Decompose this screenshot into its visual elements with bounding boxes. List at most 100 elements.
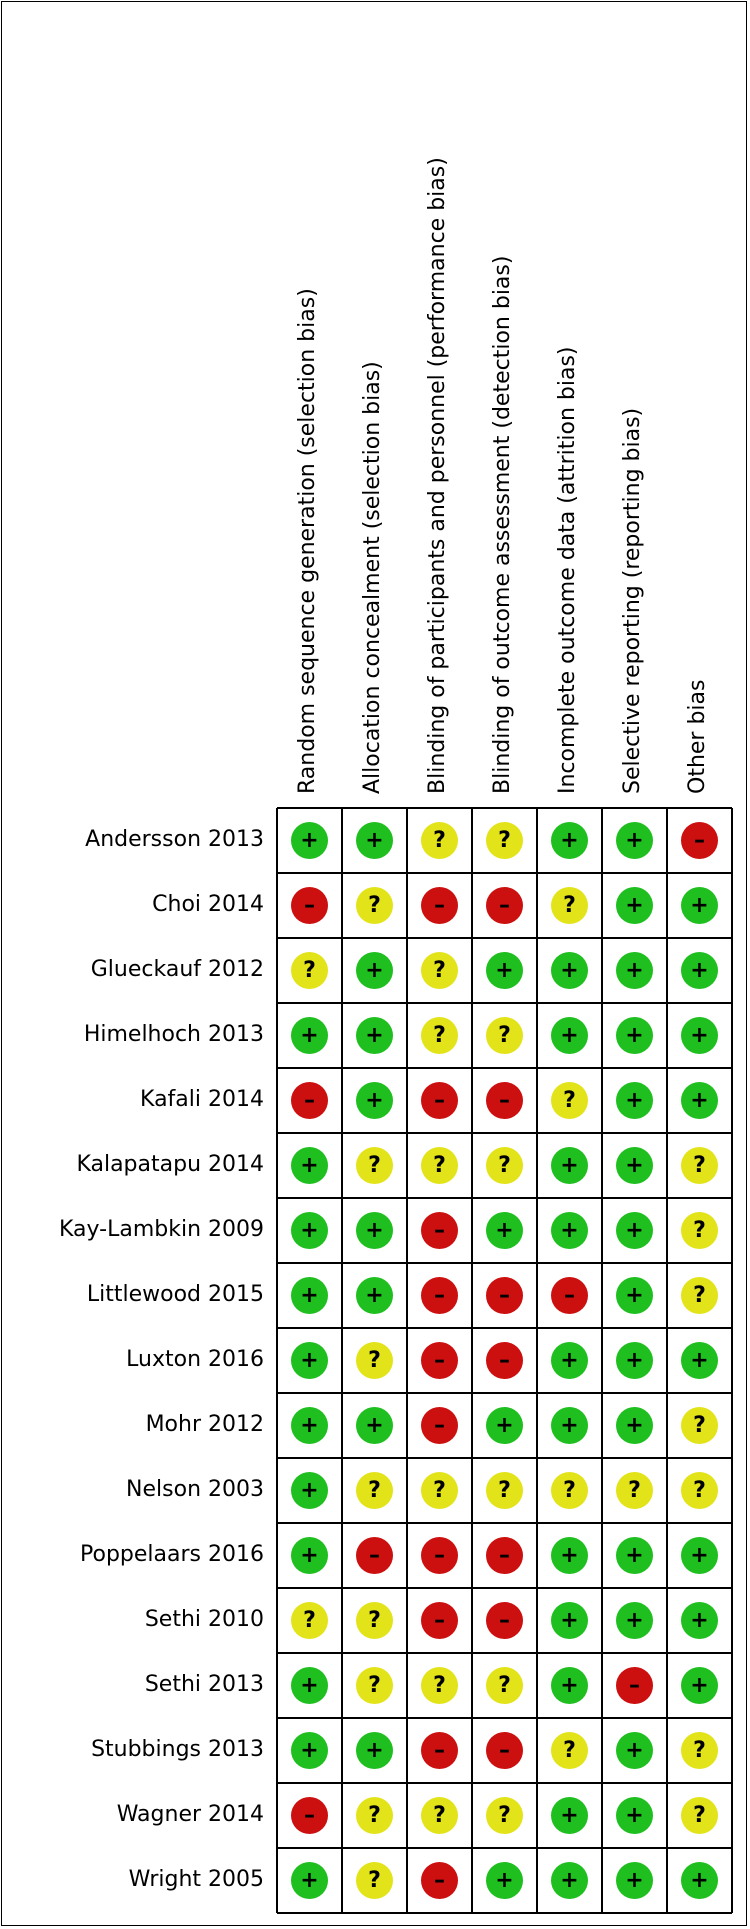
rating-cell: – — [407, 1198, 472, 1263]
high-risk-dot: – — [421, 887, 458, 924]
grid-line — [277, 1457, 732, 1459]
rating-cell: ? — [407, 1458, 472, 1523]
rating-cell: + — [602, 1133, 667, 1198]
low-risk-dot: + — [681, 952, 718, 989]
column-header: Blinding of outcome assessment (detectio… — [490, 255, 515, 794]
low-risk-dot: + — [616, 1342, 653, 1379]
row-header: Kalapatapu 2014 — [76, 1152, 264, 1177]
rating-cell: + — [472, 1393, 537, 1458]
high-risk-dot: – — [486, 1732, 523, 1769]
rating-cell: – — [277, 1783, 342, 1848]
low-risk-dot: + — [551, 1797, 588, 1834]
low-risk-dot: + — [551, 1017, 588, 1054]
rating-cell: + — [602, 1588, 667, 1653]
unclear-risk-dot: ? — [486, 1017, 523, 1054]
rating-cell: ? — [537, 873, 602, 938]
grid-line — [601, 808, 603, 1913]
row-header: Kay-Lambkin 2009 — [58, 1217, 264, 1242]
rating-cell: + — [277, 1003, 342, 1068]
rating-cell: + — [537, 1523, 602, 1588]
low-risk-dot: + — [616, 1147, 653, 1184]
unclear-risk-dot: ? — [356, 1797, 393, 1834]
low-risk-dot: + — [291, 1277, 328, 1314]
low-risk-dot: + — [681, 1082, 718, 1119]
low-risk-dot: + — [616, 1602, 653, 1639]
rating-cell: + — [277, 1653, 342, 1718]
rating-cell: + — [602, 1198, 667, 1263]
rating-cell: ? — [667, 1393, 732, 1458]
row-header: Nelson 2003 — [126, 1477, 264, 1502]
high-risk-dot: – — [421, 1277, 458, 1314]
unclear-risk-dot: ? — [551, 1472, 588, 1509]
row-header: Andersson 2013 — [85, 827, 264, 852]
rating-cell: ? — [407, 938, 472, 1003]
low-risk-dot: + — [291, 1732, 328, 1769]
low-risk-dot: + — [551, 1342, 588, 1379]
low-risk-dot: + — [291, 1537, 328, 1574]
unclear-risk-dot: ? — [421, 1667, 458, 1704]
column-header: Incomplete outcome data (attrition bias) — [555, 346, 580, 795]
rating-cell: – — [472, 1588, 537, 1653]
rating-cell: + — [667, 1523, 732, 1588]
rating-cell: + — [667, 1068, 732, 1133]
low-risk-dot: + — [681, 1667, 718, 1704]
grid-line — [277, 1652, 732, 1654]
rating-cell: ? — [342, 1133, 407, 1198]
low-risk-dot: + — [486, 952, 523, 989]
low-risk-dot: + — [551, 952, 588, 989]
row-header: Himelhoch 2013 — [83, 1022, 264, 1047]
grid-line — [536, 808, 538, 1913]
unclear-risk-dot: ? — [291, 952, 328, 989]
rating-cell: ? — [277, 938, 342, 1003]
unclear-risk-dot: ? — [681, 1147, 718, 1184]
low-risk-dot: + — [291, 1017, 328, 1054]
grid-line — [277, 1327, 732, 1329]
column-header: Random sequence generation (selection bi… — [295, 288, 320, 794]
low-risk-dot: + — [356, 1407, 393, 1444]
grid-line — [277, 937, 732, 939]
unclear-risk-dot: ? — [681, 1472, 718, 1509]
rating-cell: + — [342, 1393, 407, 1458]
rating-cell: + — [277, 1133, 342, 1198]
low-risk-dot: + — [616, 1732, 653, 1769]
rating-cell: ? — [472, 808, 537, 873]
rating-cell: + — [667, 1588, 732, 1653]
rating-cell: ? — [342, 1783, 407, 1848]
low-risk-dot: + — [486, 1212, 523, 1249]
rating-cell: + — [472, 1198, 537, 1263]
rating-cell: + — [667, 1653, 732, 1718]
column-header: Selective reporting (reporting bias) — [620, 407, 645, 794]
low-risk-dot: + — [356, 1212, 393, 1249]
rating-cell: – — [277, 873, 342, 938]
low-risk-dot: + — [616, 1082, 653, 1119]
rating-cell: + — [537, 1003, 602, 1068]
low-risk-dot: + — [356, 952, 393, 989]
rating-cell: + — [537, 1328, 602, 1393]
rating-cell: + — [277, 1328, 342, 1393]
low-risk-dot: + — [551, 1212, 588, 1249]
high-risk-dot: – — [616, 1667, 653, 1704]
unclear-risk-dot: ? — [421, 1147, 458, 1184]
column-header: Blinding of participants and personnel (… — [425, 157, 450, 794]
rating-cell: ? — [342, 1653, 407, 1718]
high-risk-dot: – — [486, 1082, 523, 1119]
row-header: Stubbings 2013 — [91, 1737, 264, 1762]
low-risk-dot: + — [616, 887, 653, 924]
low-risk-dot: + — [551, 1667, 588, 1704]
low-risk-dot: + — [616, 1797, 653, 1834]
rating-cell: + — [602, 1783, 667, 1848]
rating-cell: + — [537, 1848, 602, 1913]
rating-cell: ? — [407, 1653, 472, 1718]
rating-cell: + — [342, 808, 407, 873]
column-header: Allocation concealment (selection bias) — [360, 361, 385, 794]
rating-cell: + — [667, 1328, 732, 1393]
unclear-risk-dot: ? — [421, 1017, 458, 1054]
rating-cell: + — [602, 1718, 667, 1783]
rating-cell: + — [277, 1263, 342, 1328]
low-risk-dot: + — [681, 1602, 718, 1639]
high-risk-dot: – — [291, 1082, 328, 1119]
unclear-risk-dot: ? — [356, 1147, 393, 1184]
rating-cell: – — [342, 1523, 407, 1588]
unclear-risk-dot: ? — [551, 1732, 588, 1769]
unclear-risk-dot: ? — [486, 822, 523, 859]
